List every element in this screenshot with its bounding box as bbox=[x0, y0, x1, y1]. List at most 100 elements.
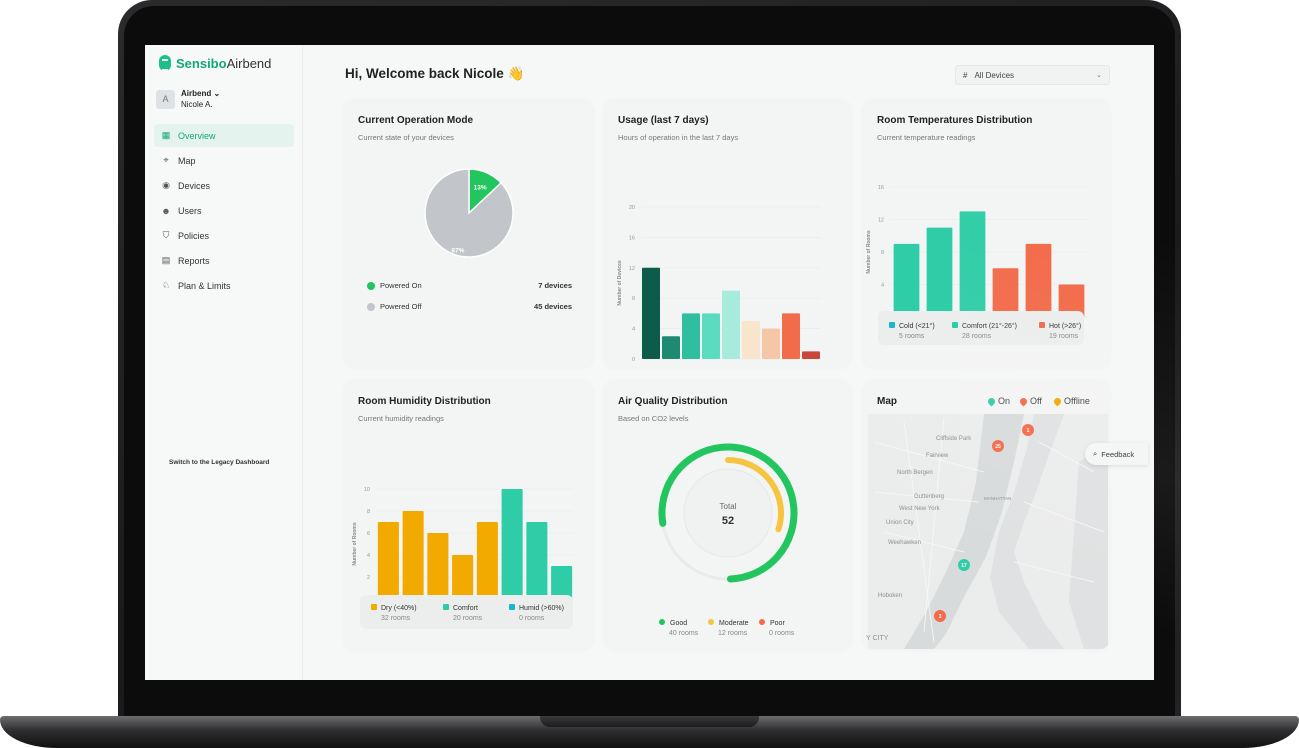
map-marker bbox=[934, 610, 946, 622]
y-tick-label: 12 bbox=[878, 218, 884, 224]
sidebar: Sensibo Airbend A Airbend ⌄ Nicole A. ▦ O… bbox=[145, 45, 303, 680]
legend-label: Humid (>60%) bbox=[519, 605, 564, 612]
map-marker bbox=[1022, 424, 1034, 436]
legend-cold: Cold (<21°) 5 rooms bbox=[889, 322, 935, 340]
legend-humid: Humid (>60%) 0 rooms bbox=[509, 604, 564, 622]
card-subtitle: Current humidity readings bbox=[358, 414, 444, 423]
y-tick-label: 0 bbox=[632, 357, 635, 363]
y-tick-label: 8 bbox=[367, 509, 370, 515]
bar bbox=[762, 328, 780, 359]
humidity-card: Room Humidity Distribution Current humid… bbox=[345, 382, 592, 649]
pie-slice bbox=[424, 168, 514, 258]
legacy-dashboard-link[interactable]: Switch to the Legacy Dashboard bbox=[169, 459, 270, 466]
y-axis-label: Number of Devices bbox=[617, 260, 623, 306]
y-tick-label: 2 bbox=[367, 575, 370, 581]
map-place-label: North Bergen bbox=[897, 470, 933, 476]
brand-suffix: Airbend bbox=[226, 55, 272, 71]
bar bbox=[551, 566, 573, 599]
chevron-down-icon: ⌄ bbox=[1096, 72, 1102, 79]
legend-label: Powered On bbox=[380, 281, 422, 290]
temperature-card: Room Temperatures Distribution Current t… bbox=[864, 101, 1109, 367]
ring-total-label: Total bbox=[720, 502, 737, 511]
y-tick-label: 6 bbox=[367, 531, 370, 537]
bar bbox=[992, 268, 1019, 317]
sidebar-item-label: Reports bbox=[178, 255, 210, 266]
bar bbox=[1058, 284, 1085, 317]
bar bbox=[476, 522, 498, 599]
card-title: Air Quality Distribution bbox=[618, 396, 728, 407]
account-switcher[interactable]: A Airbend ⌄ Nicole A. bbox=[156, 88, 220, 110]
humidity-legend bbox=[360, 595, 573, 629]
y-tick-label: 4 bbox=[367, 553, 370, 559]
card-subtitle: Current temperature readings bbox=[877, 133, 976, 142]
ring-center bbox=[683, 468, 773, 558]
legend-swatch bbox=[889, 322, 895, 328]
bar bbox=[682, 313, 700, 359]
sidebar-item-label: Devices bbox=[178, 180, 211, 191]
card-subtitle: Current state of your devices bbox=[358, 133, 454, 142]
map-marker-count: 1 bbox=[1027, 428, 1030, 434]
bar bbox=[452, 555, 474, 599]
feedback-button[interactable]: ⌕ Feedback bbox=[1085, 443, 1148, 465]
legend-count: 32 rooms bbox=[381, 615, 411, 622]
legend-dry: Dry (<40%) 32 rooms bbox=[371, 604, 417, 622]
legend-powered-on: Powered On 7 devices bbox=[367, 281, 572, 290]
account-org: Airbend ⌄ bbox=[181, 89, 221, 98]
legend-label: Good bbox=[670, 620, 688, 627]
map-place-label: Guttenberg bbox=[914, 494, 944, 500]
sidebar-item-label: Overview bbox=[178, 130, 216, 141]
sidebar-item-reports[interactable]: ▤ Reports bbox=[154, 249, 294, 272]
pie-data-label: 13% bbox=[474, 184, 487, 191]
map-marker bbox=[992, 440, 1004, 452]
app-screen: Sensibo Airbend A Airbend ⌄ Nicole A. ▦ O… bbox=[145, 45, 1154, 680]
sidebar-item-label: Map bbox=[178, 155, 196, 166]
sidebar-item-overview[interactable]: ▦ Overview bbox=[154, 124, 294, 147]
y-tick-label: 16 bbox=[629, 235, 635, 241]
y-tick-label: 16 bbox=[878, 185, 884, 191]
map-marker bbox=[958, 559, 970, 571]
sidebar-item-label: Users bbox=[178, 205, 202, 216]
y-tick-label: 8 bbox=[881, 250, 884, 256]
sidebar-item-label: Policies bbox=[178, 230, 210, 241]
sidebar-item-plan-limits[interactable]: ♘ Plan & Limits bbox=[154, 274, 294, 297]
map-pin-icon: ⌖ bbox=[163, 155, 169, 165]
legend-count: 19 rooms bbox=[1049, 333, 1079, 340]
y-tick-label: 4 bbox=[632, 327, 635, 333]
map-marker-count: 3 bbox=[939, 614, 942, 620]
sidebar-item-users[interactable]: ☻ Users bbox=[154, 199, 294, 222]
status-label: On bbox=[998, 396, 1011, 406]
legend-label: Poor bbox=[770, 620, 785, 627]
sidebar-item-devices[interactable]: ◉ Devices bbox=[154, 174, 294, 197]
map-place-label: Cliffside Park bbox=[936, 436, 972, 442]
air-quality-ring-chart: Total 52 bbox=[658, 443, 798, 583]
y-tick-label: 10 bbox=[364, 487, 370, 493]
hash-icon: # bbox=[963, 70, 968, 80]
legend-powered-off: Powered Off 45 devices bbox=[367, 302, 572, 311]
operation-pie-chart: 13% 87% bbox=[424, 168, 514, 258]
usage-card: Usage (last 7 days) Hours of operation i… bbox=[605, 101, 850, 367]
ring-total-value: 52 bbox=[722, 515, 734, 527]
bar bbox=[642, 267, 660, 359]
map-card: Map On Off Offline Cliffside Park Fairvi… bbox=[864, 382, 1109, 649]
bar bbox=[526, 522, 548, 599]
card-title: Room Temperatures Distribution bbox=[877, 115, 1033, 126]
legend-count: 0 rooms bbox=[519, 615, 545, 622]
bar bbox=[377, 522, 399, 599]
sidebar-item-policies[interactable]: ⛉ Policies bbox=[154, 224, 294, 247]
map-canvas[interactable]: Cliffside Park Fairview North Bergen Gut… bbox=[864, 382, 1109, 649]
legend-moderate: Moderate 12 rooms bbox=[708, 619, 749, 637]
avatar: A bbox=[156, 89, 175, 109]
brand-logo[interactable]: Sensibo Airbend bbox=[159, 55, 271, 71]
legend-count: 28 rooms bbox=[962, 333, 992, 340]
page-title: Hi, Welcome back Nicole 👋 bbox=[345, 66, 525, 81]
sidebar-item-map[interactable]: ⌖ Map bbox=[154, 149, 294, 172]
pie-data-label: 87% bbox=[451, 248, 464, 255]
y-tick-label: 12 bbox=[629, 266, 635, 272]
device-filter-select[interactable]: # All Devices ⌄ bbox=[955, 65, 1110, 85]
y-tick-label: 8 bbox=[632, 296, 635, 302]
report-icon: ▤ bbox=[161, 255, 171, 265]
bar bbox=[782, 313, 800, 359]
legend-swatch bbox=[367, 281, 375, 290]
bar bbox=[702, 313, 720, 359]
